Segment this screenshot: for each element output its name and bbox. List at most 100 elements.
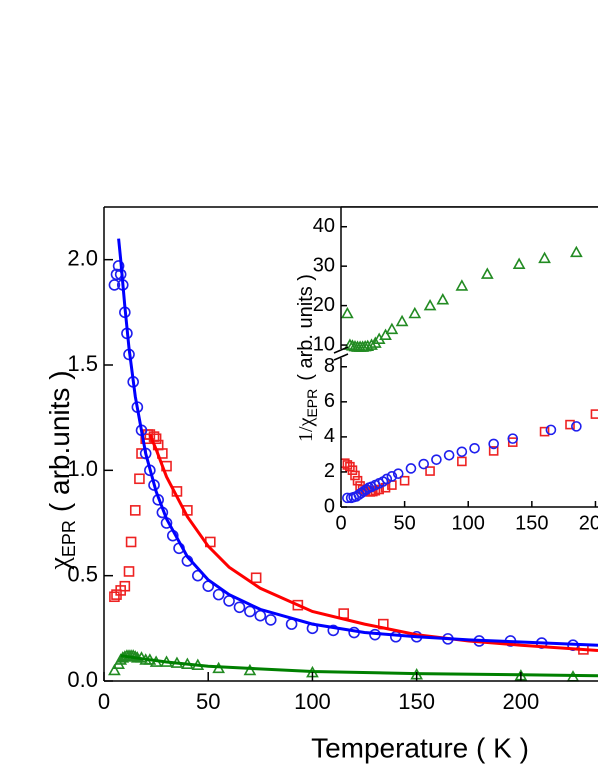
- point: [125, 536, 137, 548]
- data-layer: [341, 245, 583, 352]
- point: [488, 438, 499, 450]
- point: [386, 471, 398, 482]
- y-axis-title: χEPR ( arb.units ): [44, 370, 78, 570]
- point: [212, 588, 225, 601]
- fit-line: [120, 654, 598, 678]
- y-tick-label: 30: [313, 254, 335, 276]
- x-tick-label: 200: [503, 689, 540, 714]
- point: [443, 449, 455, 461]
- x-tick-label: 200: [579, 512, 598, 534]
- point: [338, 608, 350, 619]
- point: [405, 463, 417, 474]
- point: [423, 298, 437, 311]
- y-axis-text: ( arb.units ): [44, 370, 75, 512]
- point: [352, 475, 363, 486]
- point: [545, 424, 557, 436]
- y-axis-subscript: EPR: [59, 520, 79, 557]
- x-axis-title: Temperature ( K ): [311, 732, 529, 763]
- point: [399, 475, 410, 486]
- point: [244, 605, 256, 618]
- point: [425, 466, 435, 476]
- point: [385, 322, 399, 335]
- point: [379, 328, 392, 340]
- point: [571, 421, 582, 432]
- point: [418, 458, 429, 470]
- point: [254, 609, 267, 622]
- point: [381, 473, 393, 485]
- point: [347, 465, 358, 475]
- point: [507, 433, 519, 444]
- point: [488, 446, 499, 456]
- axis-break: [333, 346, 349, 354]
- plot-area: [108, 238, 598, 682]
- point: [250, 572, 262, 584]
- point: [431, 454, 442, 465]
- plot-area: [341, 409, 598, 504]
- point: [119, 580, 131, 592]
- x-tick-label: 150: [515, 512, 548, 534]
- y-tick-label: 20: [313, 294, 335, 316]
- y-tick-label: 40: [313, 215, 335, 237]
- data-layer: [108, 238, 598, 682]
- x-tick-label: 0: [98, 689, 110, 714]
- point: [108, 663, 121, 676]
- point: [342, 460, 353, 470]
- point: [538, 251, 551, 264]
- x-tick-label: 50: [196, 689, 220, 714]
- y-tick-label: 10: [313, 333, 335, 355]
- data-layer: [341, 409, 598, 504]
- point: [408, 306, 422, 319]
- y-tick-label: 8: [324, 355, 335, 377]
- x-tick-label: 100: [294, 689, 331, 714]
- point: [480, 267, 494, 279]
- y-tick-label: 1.5: [67, 351, 98, 376]
- point: [350, 470, 360, 481]
- point: [108, 279, 121, 291]
- y-axis-title: 1/χEPR ( arb. units ): [295, 274, 320, 442]
- y-tick-label: 0.5: [67, 561, 98, 586]
- point: [264, 614, 277, 626]
- y-axis-symbol: χ: [44, 557, 75, 571]
- point: [507, 437, 518, 447]
- y-tick-label: 4: [324, 425, 335, 447]
- y-tick-label: 6: [324, 390, 335, 412]
- point: [134, 473, 145, 485]
- point: [109, 591, 120, 603]
- y-axis-text: ( arb. units ): [295, 274, 317, 381]
- y-axis-subscript: EPR: [304, 389, 320, 418]
- point: [123, 566, 135, 577]
- point: [455, 279, 469, 291]
- point: [395, 314, 409, 327]
- point: [456, 446, 468, 458]
- point: [469, 442, 480, 454]
- x-tick-label: 50: [393, 512, 415, 534]
- plot-area: [341, 245, 583, 352]
- point: [539, 426, 550, 437]
- y-tick-label: 0.0: [67, 667, 98, 692]
- point: [565, 419, 575, 430]
- point: [392, 468, 404, 479]
- y-tick-label: 1.0: [67, 456, 98, 481]
- point: [590, 409, 598, 419]
- inset-background: [341, 207, 598, 507]
- point: [341, 306, 354, 319]
- y-tick-label: 2: [324, 460, 335, 482]
- point: [361, 484, 372, 495]
- x-tick-label: 100: [452, 512, 485, 534]
- point: [327, 624, 340, 637]
- y-tick-label: 0: [324, 495, 335, 517]
- x-tick-label: 150: [398, 689, 435, 714]
- point: [570, 245, 583, 258]
- point: [365, 338, 378, 350]
- point: [112, 260, 125, 272]
- axis-break: [333, 353, 349, 361]
- point: [436, 293, 450, 305]
- point: [129, 505, 141, 516]
- point: [233, 601, 246, 614]
- y-tick-label: 2.0: [67, 245, 98, 270]
- point: [457, 456, 467, 467]
- point: [292, 599, 304, 611]
- fit-line: [117, 238, 598, 647]
